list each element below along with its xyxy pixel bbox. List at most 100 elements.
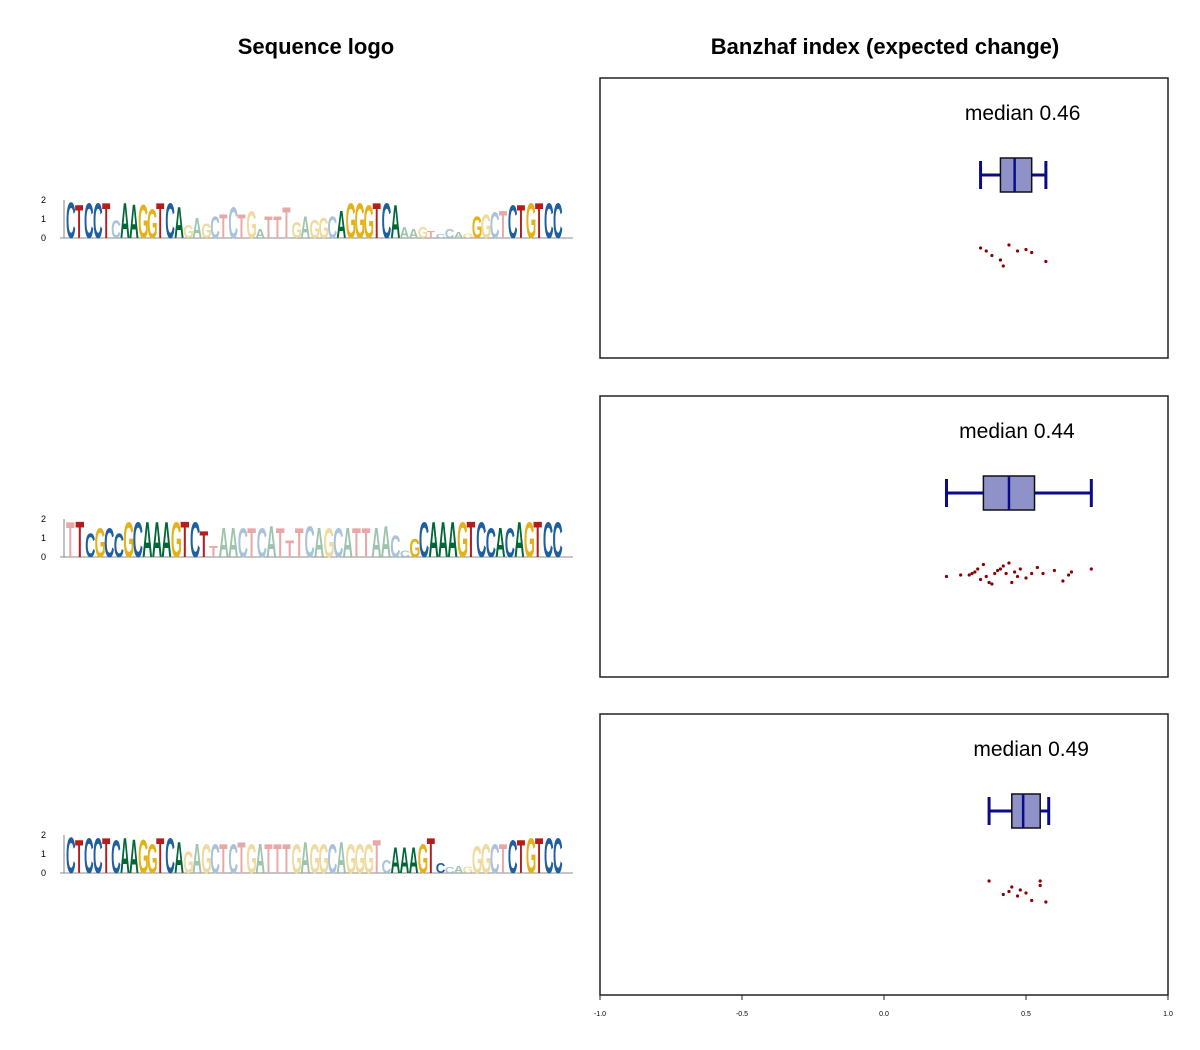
logo-letter-C: C	[333, 519, 343, 566]
logo-letter-T: T	[247, 519, 256, 566]
logo-letter-C: C	[66, 826, 76, 883]
data-point	[1052, 568, 1056, 573]
data-point	[1089, 567, 1093, 571]
logo-letter-C: C	[543, 512, 553, 568]
logo-letter-G: G	[147, 835, 157, 882]
logo-letter-T: T	[427, 228, 436, 240]
logo-letter-C: C	[304, 518, 314, 568]
logo-letter-G: G	[291, 218, 301, 244]
logo-letter-T: T	[499, 835, 507, 882]
data-point	[1001, 264, 1005, 268]
logo-letter-C: C	[508, 832, 518, 884]
data-point	[978, 577, 983, 582]
logo-y-tick: 0	[41, 233, 46, 243]
data-point	[976, 567, 980, 571]
logo-letter-C: C	[85, 526, 95, 565]
logo-letter-C: C	[553, 828, 563, 884]
logo-letter-T: T	[285, 536, 294, 563]
median-label: median 0.46	[965, 102, 1081, 125]
logo-letter-G: G	[246, 835, 256, 882]
x-tick-label: -0.5	[736, 1011, 748, 1018]
logo-letter-G: G	[364, 197, 374, 249]
logo-letter-T: T	[75, 832, 83, 884]
logo-letter-A: A	[454, 232, 464, 241]
logo-letter-A: A	[371, 519, 381, 566]
logo-letter-C: C	[328, 211, 338, 246]
logo-letter-A: A	[400, 840, 410, 881]
logo-letter-G: G	[319, 835, 329, 882]
logo-letter-A: A	[337, 203, 347, 247]
logo-letter-C: C	[190, 512, 200, 568]
logo-letter-T: T	[362, 519, 371, 566]
logo-y-tick: 2	[41, 830, 46, 840]
logo-letter-T: T	[295, 519, 304, 566]
data-point	[1018, 567, 1022, 571]
logo-letter-T: T	[282, 835, 290, 882]
logo-letter-C: C	[544, 828, 554, 884]
logo-letter-C: C	[257, 519, 267, 566]
logo-letter-A: A	[152, 512, 162, 568]
logo-letter-C: C	[228, 197, 238, 247]
logo-letter-A: A	[343, 519, 353, 566]
logo-letter-G: G	[457, 512, 468, 568]
data-point	[1035, 565, 1039, 570]
data-point	[990, 253, 994, 258]
data-point	[981, 562, 986, 567]
logo-letter-A: A	[174, 197, 184, 247]
logo-letter-A: A	[514, 512, 524, 568]
data-point	[1061, 579, 1065, 583]
logo-letter-C: C	[84, 193, 94, 249]
logo-letter-G: G	[201, 219, 211, 243]
logo-letter-G: G	[183, 846, 193, 881]
logo-letter-T: T	[373, 832, 381, 884]
logo-letter-G: G	[138, 829, 148, 884]
logo-letter-G: G	[418, 835, 428, 882]
logo-letter-T: T	[156, 193, 164, 249]
data-point	[1044, 259, 1048, 264]
logo-letter-T: T	[427, 828, 435, 884]
logo-letter-C: C	[238, 519, 248, 566]
logo-letter-T: T	[535, 193, 543, 249]
logo-letter-A: A	[174, 832, 184, 882]
data-point	[944, 574, 949, 579]
median-label: median 0.49	[973, 738, 1089, 761]
logo-letter-A: A	[495, 519, 505, 566]
logo-letter-C: C	[84, 828, 94, 884]
logo-letter-C: C	[111, 217, 121, 244]
data-point	[987, 580, 991, 585]
logo-y-tick: 1	[41, 849, 46, 859]
logo-letter-T: T	[180, 511, 189, 568]
data-point	[1010, 885, 1014, 889]
logo-letter-C: C	[419, 512, 429, 568]
logo-y-tick: 2	[41, 514, 46, 524]
logo-y-tick: 1	[41, 214, 46, 224]
data-point	[990, 582, 994, 586]
panel-frame	[599, 77, 1169, 359]
data-point	[959, 573, 963, 577]
logo-letter-T: T	[219, 835, 227, 882]
logo-letter-C: C	[445, 226, 455, 241]
data-point	[1024, 247, 1028, 252]
logo-letter-A: A	[192, 835, 202, 882]
logo-letter-G: G	[364, 835, 374, 882]
data-point	[1038, 883, 1042, 888]
logo-letter-A: A	[409, 840, 419, 881]
logo-letter-C: C	[133, 512, 143, 568]
median-label: median 0.44	[959, 420, 1075, 443]
logo-letter-A: A	[438, 512, 448, 568]
data-point	[984, 574, 988, 579]
logo-letter-C: C	[476, 512, 486, 568]
sequence-logo-2: 210 T T C GC C GC A A A GT C T T A A C T C A T T T C A GC A T T A A C C G…	[41, 511, 573, 568]
data-point	[1041, 571, 1045, 576]
logo-letter-C: C	[210, 835, 220, 882]
x-tick-label: 0.0	[879, 1011, 889, 1018]
banzhaf-panel-2: median 0.44	[599, 395, 1169, 678]
logo-letter-T: T	[276, 519, 285, 566]
logo-letter-C: C	[382, 857, 392, 878]
logo-letter-T: T	[535, 828, 543, 884]
logo-letter-G: G	[291, 835, 301, 882]
data-point	[1015, 894, 1020, 898]
logo-letter-G: G	[463, 866, 473, 876]
logo-letter-T: T	[200, 524, 209, 565]
